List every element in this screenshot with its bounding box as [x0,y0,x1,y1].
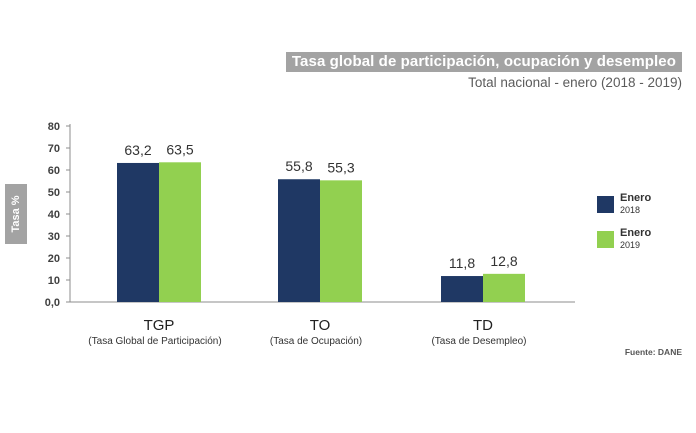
category-description: (Tasa de Desempleo) [431,336,526,347]
y-tick-label: 30 [48,231,60,243]
title-block: Tasa global de participación, ocupación … [285,52,682,90]
legend-swatch-2019 [597,231,614,248]
category-label: TO [310,317,331,334]
y-tick-label: 80 [48,121,60,133]
bar-to-2018 [278,179,320,302]
y-tick-label: 20 [48,253,60,265]
legend-year: 2018 [620,205,641,215]
legend-swatch-2018 [597,196,614,213]
y-axis-label-box: Tasa % [5,184,27,244]
bar-tgp-2018 [117,162,159,302]
bar-td-2019 [483,273,525,302]
y-tick-label: 50 [48,187,60,199]
y-tick-label: 10 [48,275,60,287]
category-label: TGP [144,317,175,334]
data-label: 11,8 [449,255,475,271]
category-label: TD [473,317,493,334]
bar-to-2019 [320,180,362,302]
data-label: 55,8 [285,158,312,174]
legend-label: Enero [620,227,652,239]
data-label: 12,8 [490,253,517,269]
data-label: 63,2 [124,142,151,158]
legend-label: Enero [620,192,652,204]
chart-subtitle: Total nacional - enero (2018 - 2019) [468,75,682,90]
bar-td-2018 [441,276,483,302]
y-tick-label: 40 [48,209,60,221]
category-description: (Tasa Global de Participación) [88,336,221,347]
legend-year: 2019 [620,240,641,250]
category-description: (Tasa de Ocupación) [270,336,362,347]
data-label: 63,5 [166,141,193,157]
y-tick-label: 60 [48,165,60,177]
chart-title: Tasa global de participación, ocupación … [285,52,682,72]
bar-tgp-2019 [159,162,201,302]
data-label: 55,3 [327,159,354,175]
y-tick-label: 0,0 [45,297,60,309]
y-tick-label: 70 [48,143,60,155]
source-note: Fuente: DANE [624,347,682,357]
